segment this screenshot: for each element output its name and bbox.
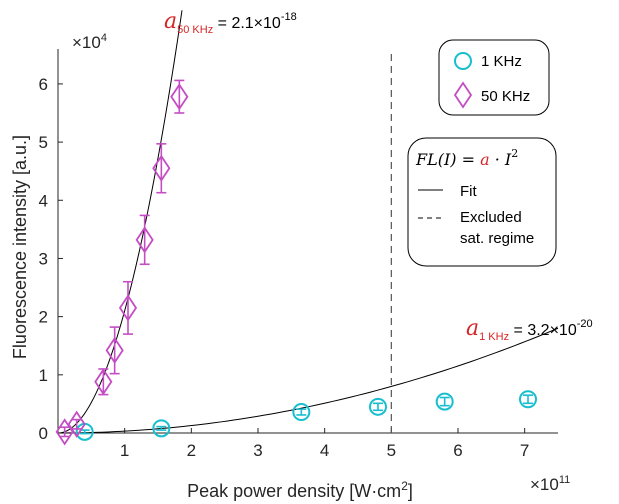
point-50khz [118, 294, 138, 322]
fit-formula-exp: 2 [511, 147, 518, 160]
annotation-50khz-value: = 2.1×10 [213, 15, 281, 32]
point-1khz [519, 390, 537, 409]
y-tick-label: 1 [39, 366, 48, 385]
legend-label-50khz: 50 KHz [481, 88, 530, 105]
data-points [55, 79, 537, 446]
x-multiplier-base: ×10 [530, 475, 559, 494]
x-tick-label: 5 [387, 441, 396, 460]
annotation-1khz-value: = 3.2×10 [509, 322, 577, 339]
x-tick-label: 1 [120, 441, 129, 460]
point-50khz [152, 154, 171, 182]
y-multiplier-base: ×10 [72, 33, 101, 52]
annotation-50khz-exp: -18 [281, 11, 297, 23]
point-50khz [94, 368, 113, 396]
legend-excluded-label-2: sat. regime [460, 230, 534, 247]
legend-box [438, 39, 550, 116]
annotation-1khz-subscript: 1 KHz [479, 331, 509, 343]
x-tick-label: 7 [520, 441, 529, 460]
annotation-50khz-subscript: 50 KHz [177, 24, 213, 36]
point-1khz [369, 397, 387, 416]
y-tick-label: 6 [39, 75, 48, 94]
x-multiplier-exp: 11 [559, 474, 570, 486]
legend-label-1khz: 1 KHz [481, 53, 522, 70]
x-multiplier: ×1011 [530, 474, 570, 494]
point-50khz [105, 336, 124, 365]
y-multiplier-exp: 4 [101, 32, 107, 44]
x-axis-label: Peak power density [W·cm2] [187, 479, 413, 501]
annotation-1khz-exp: -20 [577, 318, 593, 330]
annotation-50khz-symbol: a [164, 9, 177, 34]
fit-curve-50khz [57, 10, 183, 434]
point-50khz [135, 226, 154, 254]
fit-formula-rhs: · I [490, 150, 512, 169]
fit-formula-lhs: FL(I) = [415, 150, 480, 169]
legend-circle-marker [454, 52, 472, 70]
point-50khz [67, 410, 86, 438]
y-tick-label: 5 [39, 133, 48, 152]
axes [57, 49, 558, 434]
y-tick-label: 2 [39, 308, 48, 327]
x-tick-label: 2 [187, 441, 196, 460]
x-tick-label: 3 [253, 441, 262, 460]
annotation-50khz: a50 KHz = 2.1×10-18 [164, 9, 297, 36]
annotation-1khz-symbol: a [466, 316, 479, 341]
y-multiplier: ×104 [72, 32, 107, 52]
legend-diamond-marker [453, 81, 473, 109]
y-tick-label: 3 [39, 249, 48, 268]
y-ticks: 0 1 2 3 4 5 6 [39, 75, 63, 443]
y-axis-label: Fluorescence intensity [a.u.] [10, 135, 30, 359]
x-ticks: 1 2 3 4 5 6 7 [120, 428, 529, 460]
fit-formula: FL(I) = a · I2 [415, 147, 518, 169]
x-axis-label-close: ] [408, 481, 413, 501]
point-1khz [152, 419, 171, 438]
legend-excluded-label-1: Excluded [460, 209, 522, 226]
x-axis-label-text: Peak power density [W·cm [187, 481, 401, 501]
y-tick-label: 0 [39, 424, 48, 443]
point-1khz [435, 392, 454, 411]
x-tick-label: 4 [320, 441, 329, 460]
x-tick-label: 6 [453, 441, 462, 460]
point-50khz [170, 83, 189, 111]
legend: 1 KHz 50 KHz [438, 39, 550, 116]
point-1khz [292, 403, 311, 422]
legend-fit-label: Fit [460, 183, 477, 200]
x-axis-label-sup: 2 [401, 479, 408, 493]
annotation-1khz: a1 KHz = 3.2×10-20 [466, 316, 593, 343]
y-tick-label: 4 [39, 191, 48, 210]
fit-formula-a: a [480, 150, 490, 169]
fit-info-box: FL(I) = a · I2 Fit Excluded sat. regime [407, 137, 557, 267]
fit-info-frame [407, 137, 557, 267]
